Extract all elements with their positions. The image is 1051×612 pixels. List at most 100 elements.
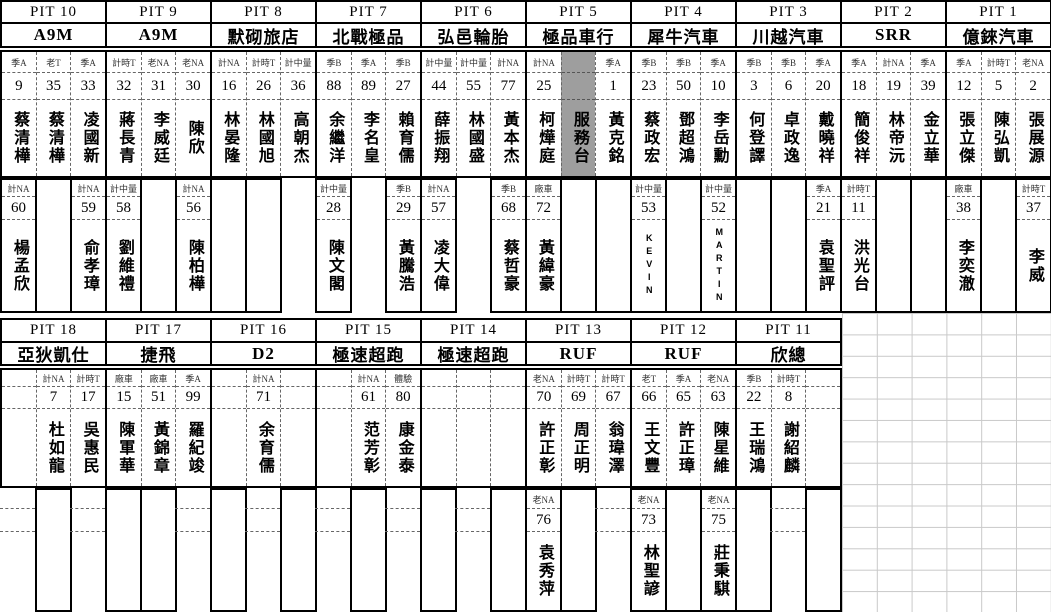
pit-header[interactable]: PIT 2	[840, 0, 947, 24]
team-name[interactable]: 弘邑輪胎	[420, 22, 527, 48]
empty-slot[interactable]	[735, 488, 772, 612]
pit-slot-extra[interactable]: 計時T 37 李威	[1015, 178, 1051, 313]
empty-slot[interactable]	[910, 178, 947, 313]
pit-slot[interactable]	[455, 370, 491, 486]
pit-slot-extra[interactable]: 廠車 38 李奕澈	[945, 178, 982, 313]
pit-header[interactable]: PIT 15	[315, 318, 422, 343]
pit-slot-extra[interactable]: 計中量 58 劉維禮	[105, 178, 142, 313]
pit-slot[interactable]	[280, 370, 316, 486]
pit-slot[interactable]: 老T 66 王文豐	[632, 370, 666, 486]
empty-slot[interactable]	[665, 488, 702, 612]
team-name[interactable]: 極品車行	[525, 22, 632, 48]
empty-slot[interactable]	[105, 488, 142, 612]
pit-header[interactable]: PIT 9	[105, 0, 212, 24]
team-name[interactable]: SRR	[840, 22, 947, 48]
pit-slot-extra[interactable]: 老NA 76 袁秀萍	[525, 488, 562, 612]
pit-slot[interactable]: 計時T 5 陳弘凱	[980, 52, 1016, 176]
service-desk-cell[interactable]: 服務台	[560, 52, 596, 176]
pit-slot[interactable]: 老NA 70 許正彰	[527, 370, 561, 486]
team-name[interactable]: 川越汽車	[735, 22, 842, 48]
pit-header[interactable]: PIT 6	[420, 0, 527, 24]
pit-slot[interactable]	[212, 370, 246, 486]
pit-slot-extra[interactable]: 季A 21 袁聖評	[805, 178, 842, 313]
pit-slot-extra[interactable]: 計中量 52 MARTIN	[700, 178, 737, 313]
empty-slot[interactable]	[350, 488, 387, 612]
pit-slot[interactable]: 計NA 25 柯燁庭	[527, 52, 561, 176]
pit-header[interactable]: PIT 17	[105, 318, 212, 343]
pit-slot[interactable]: 老NA 2 張展源	[1015, 52, 1051, 176]
pit-slot-extra[interactable]: 計中量 28 陳文閣	[315, 178, 352, 313]
pit-slot[interactable]	[805, 370, 841, 486]
pit-slot-extra[interactable]: 計NA 59 俞孝璋	[70, 178, 107, 313]
pit-slot-extra[interactable]: 計中量 53 KEVIN	[630, 178, 667, 313]
pit-slot[interactable]: 季A 18 簡俊祥	[842, 52, 876, 176]
pit-slot[interactable]: 季B 23 蔡政宏	[632, 52, 666, 176]
pit-slot[interactable]: 廠車 51 黃錦章	[140, 370, 176, 486]
pit-header[interactable]: PIT 18	[0, 318, 107, 343]
pit-slot[interactable]: 季A 12 張立傑	[947, 52, 981, 176]
pit-slot-extra[interactable]: 計NA 60 楊孟欣	[0, 178, 37, 313]
pit-header[interactable]: PIT 10	[0, 0, 107, 24]
pit-slot[interactable]	[422, 370, 456, 486]
pit-header[interactable]: PIT 1	[945, 0, 1051, 24]
pit-slot[interactable]: 計NA 61 范芳彰	[350, 370, 386, 486]
empty-cell-dashed[interactable]	[770, 488, 805, 612]
pit-header[interactable]: PIT 5	[525, 0, 632, 24]
pit-slot[interactable]: 計NA 16 林晏隆	[212, 52, 246, 176]
empty-slot[interactable]	[210, 178, 247, 313]
pit-slot[interactable]: 季B 3 何登譯	[737, 52, 771, 176]
empty-slot[interactable]	[560, 178, 597, 313]
pit-slot-extra[interactable]: 廠車 72 黃緯豪	[525, 178, 562, 313]
pit-slot[interactable]: 季A 33 凌國新	[70, 52, 106, 176]
empty-cell-dashed[interactable]	[245, 488, 280, 612]
pit-header[interactable]: PIT 14	[420, 318, 527, 343]
empty-slot[interactable]	[490, 488, 527, 612]
pit-slot[interactable]	[490, 370, 526, 486]
team-name[interactable]: D2	[210, 341, 317, 366]
team-name[interactable]: 億錸汽車	[945, 22, 1051, 48]
empty-slot[interactable]	[560, 488, 597, 612]
team-name[interactable]: A9M	[0, 22, 107, 48]
pit-slot[interactable]: 計時T 69 周正明	[560, 370, 596, 486]
pit-slot[interactable]: 計中量 36 高朝杰	[280, 52, 316, 176]
pit-slot[interactable]: 季B 6 卓政逸	[770, 52, 806, 176]
pit-slot-extra[interactable]: 季B 68 蔡哲豪	[490, 178, 527, 313]
pit-slot[interactable]: 老NA 30 陳欣	[175, 52, 211, 176]
pit-slot[interactable]: 計時T 17 吳惠民	[70, 370, 106, 486]
pit-header[interactable]: PIT 16	[210, 318, 317, 343]
pit-header[interactable]: PIT 7	[315, 0, 422, 24]
pit-slot[interactable]: 計NA 7 杜如龍	[35, 370, 71, 486]
pit-slot[interactable]: 計時T 32 蔣長青	[107, 52, 141, 176]
pit-slot[interactable]: 季B 88 余繼洋	[317, 52, 351, 176]
pit-slot[interactable]: 季A 65 許正璋	[665, 370, 701, 486]
pit-slot-extra[interactable]: 老NA 73 林聖諺	[630, 488, 667, 612]
empty-slot[interactable]	[35, 488, 72, 612]
pit-slot[interactable]: 體驗 80 康金泰	[385, 370, 421, 486]
empty-cell-dashed[interactable]	[70, 488, 105, 612]
pit-header[interactable]: PIT 8	[210, 0, 317, 24]
pit-slot[interactable]: 計NA 77 黃本杰	[490, 52, 526, 176]
pit-slot[interactable]	[2, 370, 36, 486]
empty-slot[interactable]	[280, 488, 317, 612]
pit-slot[interactable]: 季A 20 戴曉祥	[805, 52, 841, 176]
empty-slot[interactable]	[595, 178, 632, 313]
pit-slot[interactable]: 計時T 26 林國旭	[245, 52, 281, 176]
pit-slot-extra[interactable]: 計時T 11 洪光台	[840, 178, 877, 313]
team-name[interactable]: 極速超跑	[315, 341, 422, 366]
team-name[interactable]: 默砌旅店	[210, 22, 317, 48]
pit-header[interactable]: PIT 3	[735, 0, 842, 24]
empty-slot[interactable]	[805, 488, 842, 612]
empty-slot[interactable]	[420, 488, 457, 612]
pit-slot[interactable]: 老NA 63 陳星維	[700, 370, 736, 486]
pit-slot[interactable]: 季B 22 王瑞鴻	[737, 370, 771, 486]
pit-slot[interactable]: 季A 89 李名皇	[350, 52, 386, 176]
team-name[interactable]: 欣總	[735, 341, 842, 366]
pit-slot[interactable]: 廠車 15 陳軍華	[107, 370, 141, 486]
pit-slot-extra[interactable]: 計NA 56 陳柏樺	[175, 178, 212, 313]
pit-slot-extra[interactable]: 計NA 57 凌大偉	[420, 178, 457, 313]
pit-slot[interactable]: 季A 39 金立華	[910, 52, 946, 176]
empty-cell-dashed[interactable]	[455, 488, 490, 612]
team-name[interactable]: RUF	[525, 341, 632, 366]
empty-slot[interactable]	[245, 178, 282, 313]
empty-slot[interactable]	[665, 178, 702, 313]
